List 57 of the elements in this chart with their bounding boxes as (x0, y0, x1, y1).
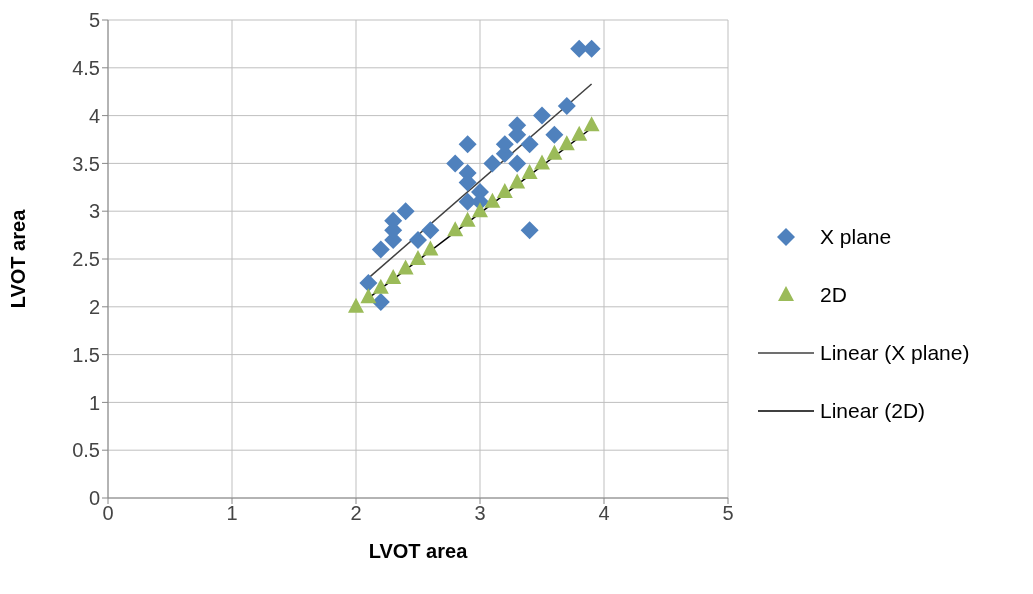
y-tick-label: 0.5 (72, 439, 100, 462)
point (396, 202, 415, 221)
point (410, 250, 426, 265)
point (508, 154, 527, 173)
point (458, 135, 477, 154)
point (421, 221, 440, 240)
x-tick-label: 2 (350, 502, 362, 525)
point (348, 297, 364, 313)
y-tick-label: 5 (88, 9, 100, 32)
y-tick-label: 4 (88, 104, 100, 127)
point (459, 211, 476, 227)
point (557, 97, 576, 116)
point (409, 230, 427, 249)
x-tick-label: 1 (226, 502, 238, 525)
point (509, 173, 526, 189)
point (496, 183, 513, 199)
point (533, 106, 551, 125)
point (583, 116, 600, 132)
point (484, 192, 501, 208)
x-tick-label: 5 (722, 502, 734, 525)
point (520, 135, 539, 154)
x-tick-label: 4 (598, 502, 610, 525)
y-tick-label: 0 (88, 487, 100, 510)
point (371, 240, 390, 259)
y-tick-label: 3.5 (72, 152, 100, 175)
legend-label: X plane (820, 225, 892, 249)
point (397, 259, 414, 275)
point (360, 288, 377, 304)
legend-label: Linear (X plane) (820, 341, 970, 365)
point (521, 163, 538, 179)
y-tick-label: 1.5 (72, 343, 100, 366)
point (372, 278, 389, 294)
x-axis-title: LVOT area (368, 540, 469, 562)
point (472, 202, 488, 218)
point (359, 273, 378, 292)
point (447, 221, 464, 237)
point (546, 144, 563, 160)
point (385, 269, 402, 285)
y-tick-label: 2 (88, 295, 100, 318)
x-tick-label: 0 (102, 502, 114, 525)
point (558, 135, 575, 151)
point (520, 221, 539, 240)
y-tick-label: 1 (88, 391, 100, 414)
point (545, 125, 564, 144)
point (371, 293, 390, 312)
point (446, 154, 465, 173)
point (534, 154, 550, 170)
y-tick-label: 2.5 (72, 248, 100, 271)
y-axis-title: LVOT area (7, 208, 30, 309)
point (483, 154, 502, 173)
legend-label: Linear (2D) (820, 399, 926, 423)
x-tick-label: 3 (474, 502, 486, 525)
legend-label: 2D (820, 283, 847, 307)
y-tick-label: 3 (88, 200, 100, 223)
point (571, 125, 588, 141)
y-tick-label: 4.5 (72, 56, 100, 79)
point (422, 240, 439, 256)
